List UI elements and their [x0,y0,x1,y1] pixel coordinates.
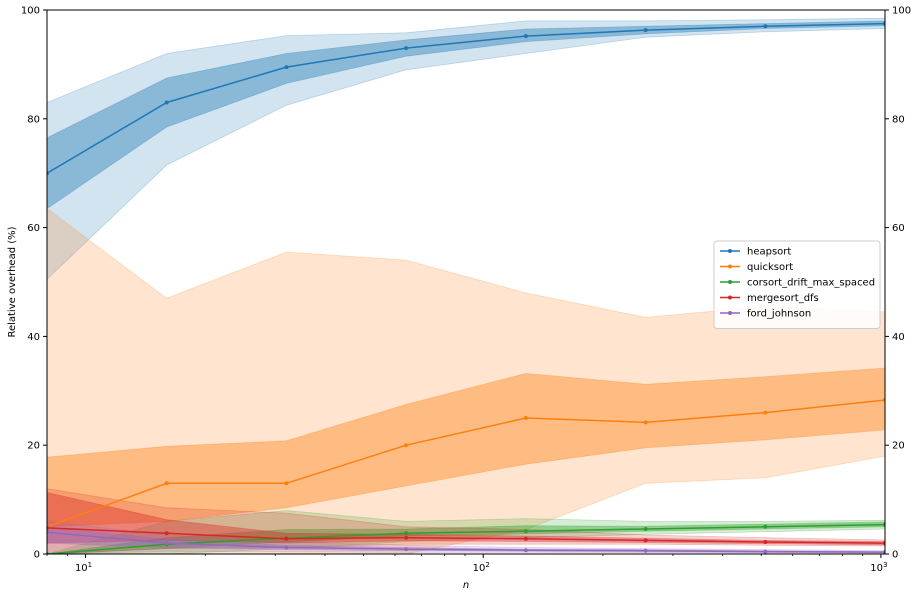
plot-frame [46,9,886,555]
data-point-quicksort [404,443,409,448]
data-point-heapsort [763,24,768,29]
y-tick-label-left: 40 [27,332,40,343]
data-point-mergesort_dfs [523,536,528,541]
legend-box [713,240,881,329]
x-axis-label: n [463,580,469,591]
y-tick-label-left: 80 [27,114,40,125]
band-inner-quicksort [47,367,885,528]
y-tick-label-right: 100 [892,6,911,17]
legend-label-mergesort_dfs: mergesort_dfs [747,293,819,304]
band-inner-mergesort_dfs [47,492,885,546]
series-line-mergesort_dfs [47,527,885,544]
band-outer-heapsort [47,17,885,280]
data-point-mergesort_dfs [404,535,409,540]
data-point-ford_johnson [523,548,528,553]
y-tick-label-left: 20 [27,441,40,452]
y-tick-label-left: 60 [27,223,40,234]
legend-marker-corsort_drift_max_spaced [728,280,732,284]
data-point-heapsort [284,65,289,70]
x-tick-label: 101 [75,561,92,574]
y-tick-label-left: 100 [21,6,40,17]
y-tick-label-right: 60 [892,223,905,234]
data-point-ford_johnson [763,549,768,554]
data-point-ford_johnson [404,547,409,552]
data-point-heapsort [164,100,169,105]
data-point-ford_johnson [643,548,648,553]
data-point-ford_johnson [284,545,289,550]
data-point-heapsort [523,34,528,39]
series-line-ford_johnson [47,531,885,553]
data-point-mergesort_dfs [164,531,169,536]
data-point-corsort_drift_max_spaced [763,524,768,529]
y-axis-label: Relative overhead (%) [7,226,18,337]
band-inner-heapsort [47,20,885,210]
data-point-quicksort [164,481,169,486]
data-point-corsort_drift_max_spaced [523,529,528,534]
legend: heapsort quicksort corsort_drift_max_space… [713,240,881,329]
y-tick-label-right: 20 [892,441,905,452]
data-point-quicksort [523,416,528,420]
data-point-quicksort [284,481,289,486]
data-point-heapsort [404,46,409,51]
y-tick-label-right: 80 [892,114,905,125]
y-tick-label-left: 0 [34,550,40,561]
series-line-quicksort [47,399,885,528]
y-tick-label-right: 0 [892,550,898,561]
data-point-mergesort_dfs [763,540,768,544]
data-point-ford_johnson [164,541,169,546]
legend-label-corsort_drift_max_spaced: corsort_drift_max_spaced [747,278,875,289]
data-point-corsort_drift_max_spaced [643,527,648,531]
data-point-heapsort [643,28,648,33]
legend-label-heapsort: heapsort [747,247,791,258]
series-line-heapsort [47,22,885,174]
legend-label-ford_johnson: ford_johnson [747,309,811,320]
legend-marker-heapsort [728,249,732,253]
x-tick-label: 103 [870,561,887,574]
data-point-mergesort_dfs [643,538,648,543]
data-point-quicksort [763,410,768,415]
legend-marker-ford_johnson [728,311,732,315]
x-tick-label: 102 [473,561,490,574]
data-point-corsort_drift_max_spaced [404,531,409,536]
legend-marker-quicksort [728,264,732,269]
data-point-quicksort [643,420,648,425]
legend-label-quicksort: quicksort [747,262,793,273]
y-tick-label-right: 40 [892,332,905,343]
data-point-mergesort_dfs [284,536,289,541]
band-outer-quicksort [47,208,885,554]
axes: 0 0 20 20 40 40 60 60 80 80 100 100 101 102 103 [21,6,911,575]
legend-marker-mergesort_dfs [728,295,732,300]
series-lines [47,21,885,554]
